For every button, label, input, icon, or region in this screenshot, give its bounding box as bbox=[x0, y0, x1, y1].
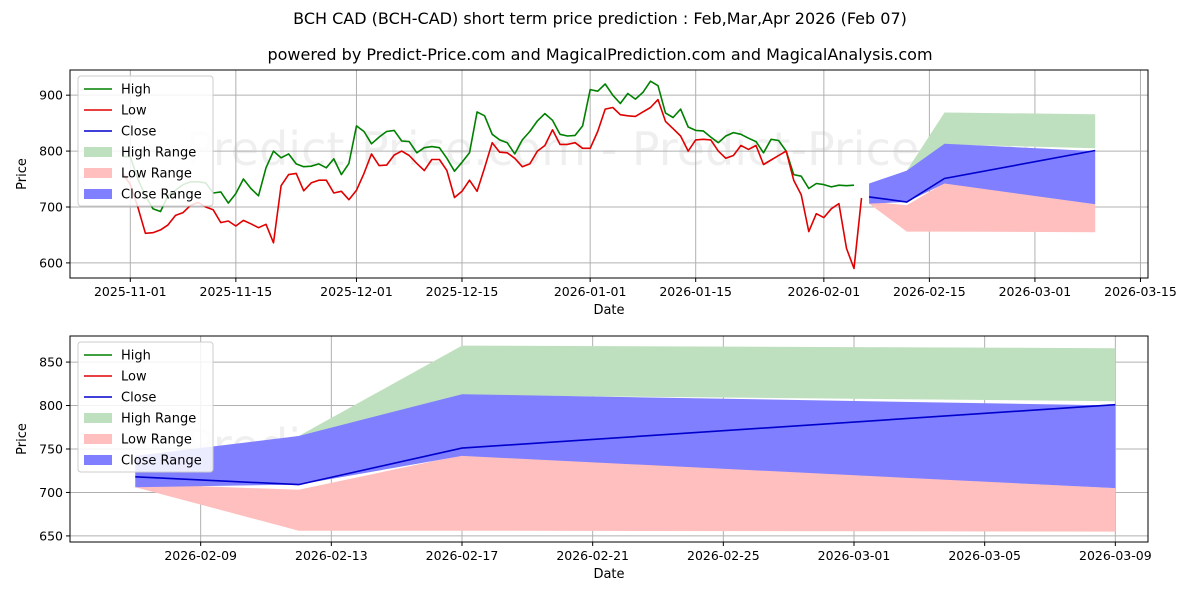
bottom-x-tick-label: 2026-02-21 bbox=[556, 548, 629, 563]
bottom-x-tick-label: 2026-02-17 bbox=[426, 548, 499, 563]
bottom-close-forecast-line bbox=[135, 403, 1116, 486]
top-forecast bbox=[868, 112, 1096, 233]
top-legend-label: Close Range bbox=[121, 188, 202, 203]
bottom-y-tick-label: 650 bbox=[39, 528, 63, 543]
bottom-legend-swatch-close-range bbox=[84, 455, 112, 465]
bottom-y-tick-label: 800 bbox=[39, 398, 63, 413]
top-x-tick-label: 2025-11-15 bbox=[200, 284, 273, 299]
bottom-legend-label: Low bbox=[121, 370, 147, 385]
top-legend-label: Close bbox=[121, 125, 156, 140]
bottom-legend-label: High bbox=[121, 349, 151, 364]
bottom-close-range-band bbox=[135, 394, 1116, 489]
top-x-tick-label: 2025-12-15 bbox=[426, 284, 499, 299]
bottom-legend: High Low Close High Range Low Range Close Ran… bbox=[77, 341, 214, 473]
bottom-legend-label: Close Range bbox=[121, 454, 202, 469]
top-low-range-band bbox=[869, 182, 1096, 233]
top-legend: High Low Close High Range Low Range Close Ran… bbox=[77, 75, 214, 207]
top-y-tick-label: 800 bbox=[39, 144, 63, 159]
top-x-tick-label: 2026-03-15 bbox=[1104, 284, 1177, 299]
bottom-x-tick-label: 2026-03-01 bbox=[818, 548, 891, 563]
top-axes: 2025-11-01 2025-11-15 2025-12-01 2025-12-15… bbox=[15, 70, 1177, 318]
top-legend-label: High Range bbox=[121, 146, 196, 161]
top-plot-frame bbox=[69, 69, 1149, 279]
bottom-legend-label: High Range bbox=[121, 412, 196, 427]
bottom-forecast bbox=[135, 345, 1116, 532]
bottom-legend-label: Low Range bbox=[121, 433, 192, 448]
top-x-tick-label: 2026-02-15 bbox=[893, 284, 966, 299]
top-y-tick-label: 900 bbox=[39, 88, 63, 103]
top-y-axis-label: Price bbox=[15, 158, 30, 190]
top-x-tick-label: 2026-03-01 bbox=[999, 284, 1072, 299]
bottom-y-tick-label: 700 bbox=[39, 485, 63, 500]
top-legend-label: Low bbox=[121, 104, 147, 119]
top-legend-label: Low Range bbox=[121, 167, 192, 182]
top-history bbox=[122, 80, 863, 270]
top-legend-swatch-close-range bbox=[84, 189, 112, 199]
bottom-y-tick-label: 750 bbox=[39, 441, 63, 456]
bottom-plot-frame bbox=[69, 335, 1149, 543]
bottom-x-tick-label: 2026-02-25 bbox=[687, 548, 760, 563]
top-x-tick-label: 2025-11-01 bbox=[94, 284, 167, 299]
bottom-legend-swatch-low-range bbox=[84, 434, 112, 444]
chart-subtitle: powered by Predict-Price.com and Magical… bbox=[267, 45, 933, 64]
top-y-tick-label: 700 bbox=[39, 199, 63, 214]
bottom-high-range-band bbox=[135, 345, 1116, 482]
top-x-axis-label: Date bbox=[593, 303, 624, 318]
bottom-y-axis-label: Price bbox=[15, 423, 30, 455]
top-high-range-band bbox=[869, 112, 1096, 201]
top-close-range-band bbox=[869, 143, 1096, 205]
top-legend-label: High bbox=[121, 83, 151, 98]
bottom-x-tick-label: 2026-02-13 bbox=[295, 548, 368, 563]
chart-title: BCH CAD (BCH-CAD) short term price predi… bbox=[293, 9, 907, 28]
bottom-x-tick-label: 2026-03-05 bbox=[948, 548, 1021, 563]
bottom-y-tick-label: 850 bbox=[39, 355, 63, 370]
bottom-legend-label: Close bbox=[121, 391, 156, 406]
top-legend-swatch-high-range bbox=[84, 147, 112, 157]
top-x-tick-label: 2026-01-15 bbox=[659, 284, 732, 299]
bottom-x-tick-label: 2026-02-09 bbox=[164, 548, 237, 563]
top-high-line bbox=[122, 80, 855, 213]
top-legend-swatch-low-range bbox=[84, 168, 112, 178]
top-close-forecast-line bbox=[868, 149, 1096, 203]
top-watermark: Predict-Price.com - Predict-Price.com bbox=[186, 122, 1032, 176]
top-y-tick-label: 600 bbox=[39, 255, 63, 270]
bottom-legend-swatch-high-range bbox=[84, 413, 112, 423]
bottom-x-tick-label: 2026-03-09 bbox=[1079, 548, 1152, 563]
top-x-tick-label: 2026-01-01 bbox=[554, 284, 627, 299]
bottom-low-range-band bbox=[135, 455, 1116, 532]
top-x-tick-label: 2025-12-01 bbox=[320, 284, 393, 299]
top-low-line bbox=[122, 98, 863, 270]
top-x-tick-label: 2026-02-01 bbox=[788, 284, 861, 299]
bottom-x-axis-label: Date bbox=[593, 567, 624, 582]
